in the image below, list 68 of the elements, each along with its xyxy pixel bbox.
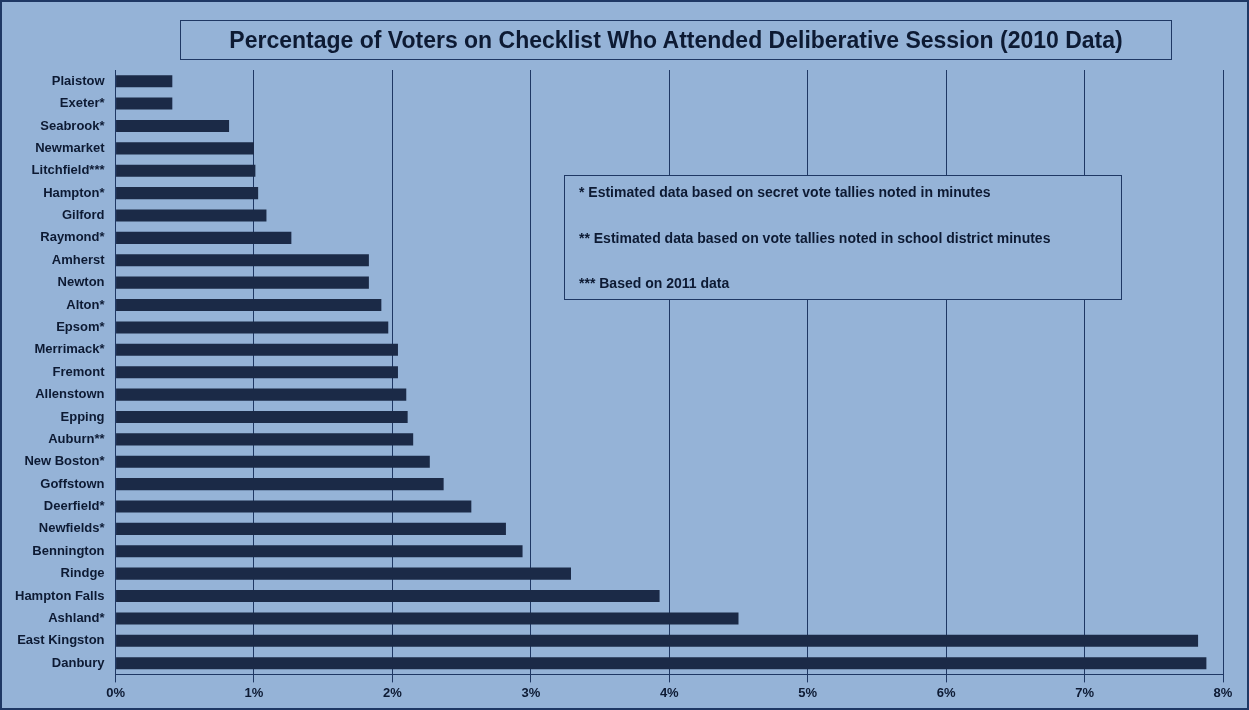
bar bbox=[116, 119, 230, 133]
x-tick-label: 4% bbox=[659, 684, 680, 700]
y-tick-label: Fremont bbox=[52, 363, 106, 379]
chart-title: Percentage of Voters on Checklist Who Attended Deliberative Session (2010 Data) bbox=[180, 20, 1172, 60]
y-tick-label: Merrimack* bbox=[34, 341, 106, 357]
x-tick-label: 2% bbox=[383, 684, 403, 700]
annotation: *** Based on 2011 data bbox=[579, 275, 731, 291]
y-tick-label: Litchfield*** bbox=[31, 162, 106, 178]
bar bbox=[116, 299, 382, 312]
y-tick-label: East Kingston bbox=[17, 632, 105, 648]
bar bbox=[116, 75, 173, 88]
y-tick-label: Raymond* bbox=[40, 229, 106, 245]
bar bbox=[116, 254, 369, 267]
bar bbox=[116, 366, 398, 379]
bar bbox=[116, 657, 1207, 670]
x-tick-label: 7% bbox=[1075, 684, 1095, 700]
y-tick-label: Newton bbox=[57, 274, 105, 290]
bar bbox=[116, 634, 1199, 647]
y-tick-label: Bennington bbox=[32, 542, 105, 558]
y-tick-label: Plaistow bbox=[51, 72, 106, 88]
bar bbox=[116, 612, 739, 625]
annotation: * Estimated data based on secret vote tallies noted in minutes bbox=[579, 184, 992, 200]
y-tick-label: Auburn** bbox=[48, 430, 106, 446]
y-tick-label: Amherst bbox=[51, 251, 106, 267]
bar bbox=[116, 164, 256, 177]
bar bbox=[116, 343, 398, 356]
bar bbox=[116, 410, 408, 424]
y-tick-label: Allenstown bbox=[35, 386, 105, 402]
bar bbox=[116, 97, 173, 110]
y-tick-label: Seabrook* bbox=[40, 117, 106, 133]
bar bbox=[116, 231, 292, 244]
bar bbox=[116, 209, 267, 222]
bar bbox=[116, 455, 430, 468]
annotation: ** Estimated data based on vote tallies noted in school district minutes bbox=[579, 229, 1052, 246]
bar bbox=[116, 433, 414, 446]
x-tick-label: 8% bbox=[1213, 684, 1233, 700]
y-tick-label: New Boston* bbox=[24, 453, 106, 469]
bar bbox=[116, 522, 506, 535]
y-tick-label: Rindge bbox=[60, 565, 105, 581]
y-tick-label: Gilford bbox=[61, 207, 105, 223]
x-tick-label: 1% bbox=[244, 684, 264, 700]
y-tick-label: Danbury bbox=[51, 654, 106, 670]
x-tick-label: 3% bbox=[521, 684, 541, 700]
bar bbox=[116, 388, 407, 401]
y-tick-label: Alton* bbox=[66, 296, 106, 312]
bar bbox=[116, 478, 444, 491]
bar bbox=[116, 142, 254, 155]
y-tick-label: Epsom* bbox=[56, 319, 106, 335]
x-tick-label: 5% bbox=[798, 684, 818, 700]
y-tick-label: Hampton Falls bbox=[14, 587, 105, 603]
bar bbox=[116, 187, 259, 200]
y-tick-label: Goffstown bbox=[40, 475, 105, 491]
y-tick-label: Exeter* bbox=[59, 95, 106, 111]
y-tick-label: Deerfield* bbox=[43, 498, 106, 514]
bar bbox=[116, 276, 369, 289]
x-tick-label: 0% bbox=[106, 684, 126, 700]
bar bbox=[116, 590, 660, 603]
bar bbox=[116, 567, 571, 580]
y-tick-label: Newfields* bbox=[38, 520, 106, 536]
bar bbox=[116, 321, 389, 334]
y-tick-label: Ashland* bbox=[48, 610, 106, 626]
y-tick-label: Hampton* bbox=[43, 184, 106, 200]
bar bbox=[116, 500, 472, 513]
note-box: * Estimated data based on secret vote tallies noted in minutes ** Estimated data based on vote tallies noted in school district minutes *** Based on 2011 data bbox=[564, 175, 1122, 300]
y-tick-label: Newmarket bbox=[35, 139, 106, 155]
bar bbox=[116, 545, 523, 558]
y-tick-label: Epping bbox=[60, 408, 105, 424]
x-tick-label: 6% bbox=[936, 684, 956, 700]
